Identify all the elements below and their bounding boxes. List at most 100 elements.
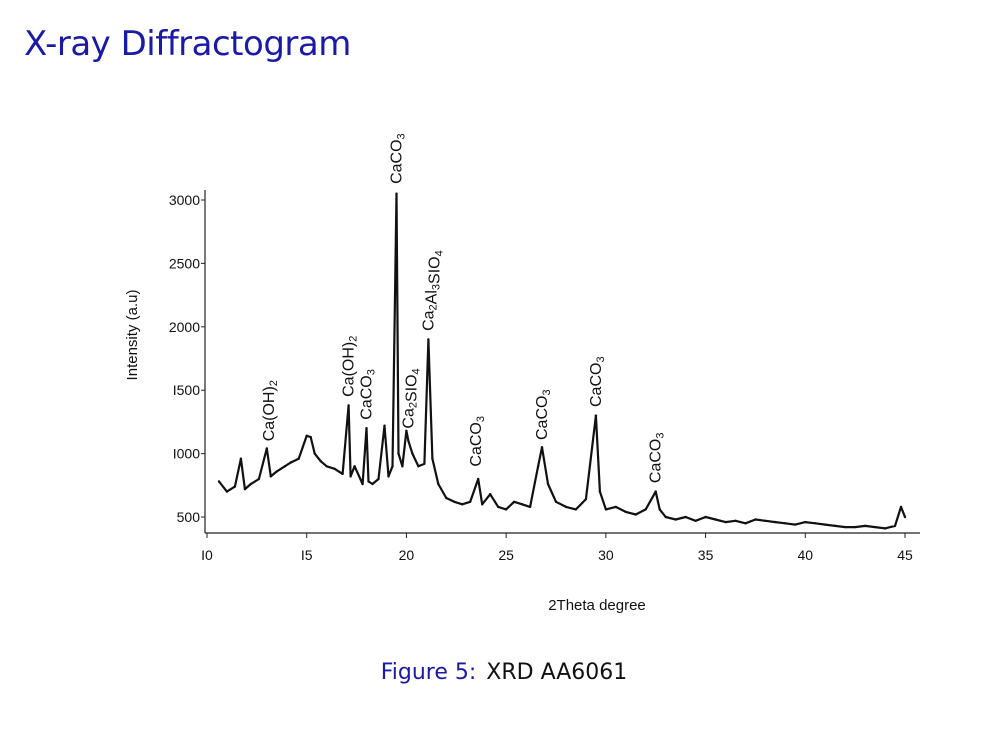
xrd-data-point — [319, 460, 322, 463]
xrd-data-point — [395, 192, 398, 195]
figure-caption: Figure 5: XRD AA6061 — [0, 660, 1008, 685]
xrd-data-point — [744, 522, 747, 525]
xrd-data-point — [353, 465, 356, 468]
y-tick-label: I500 — [173, 382, 200, 398]
xrd-data-point — [313, 452, 316, 455]
peak-label: CaCO3 — [359, 369, 378, 420]
xrd-data-point — [361, 482, 364, 486]
slide-title: X-ray Diffractogram — [24, 24, 351, 64]
xrd-data-point — [289, 461, 292, 464]
xrd-data-point — [704, 515, 707, 519]
xrd-data-point — [417, 465, 420, 468]
xrd-data-point — [431, 457, 434, 460]
xrd-data-point — [489, 493, 492, 496]
xrd-data-point — [453, 500, 456, 503]
xrd-data-point — [481, 503, 484, 506]
xrd-data-point — [349, 475, 352, 478]
x-tick-label: I0 — [201, 547, 213, 563]
xrd-data-point — [664, 515, 667, 519]
x-tick-label: 45 — [897, 547, 913, 563]
xrd-data-point — [411, 452, 414, 455]
xrd-data-point — [634, 513, 637, 516]
xrd-data-point — [477, 477, 480, 481]
y-tick-label: 2500 — [169, 255, 200, 271]
xrd-data-point — [275, 470, 278, 473]
peak-label: CaCO3 — [389, 133, 408, 184]
xrd-data-point — [834, 524, 837, 528]
xrd-data-point — [594, 414, 598, 417]
xrd-data-point — [883, 527, 887, 530]
y-axis-label: Intensity (a.u) — [124, 290, 141, 381]
figure-caption-text: XRD AA6061 — [486, 660, 628, 685]
xrd-data-point — [644, 508, 647, 511]
xrd-data-point — [694, 519, 697, 522]
xrd-data-point — [614, 505, 617, 509]
xrd-data-point — [377, 477, 380, 481]
xrd-data-point — [824, 523, 827, 526]
xrd-data-point — [546, 482, 550, 486]
xrd-data-point — [269, 475, 272, 478]
xrd-data-point — [814, 522, 817, 525]
xrd-data-point — [536, 465, 540, 468]
y-tick-label: 500 — [177, 509, 201, 525]
xrd-data-point — [401, 465, 404, 468]
xrd-data-point — [794, 523, 797, 526]
y-tick-label: I000 — [173, 446, 200, 462]
xrd-series-line — [218, 192, 907, 530]
xrd-data-point — [853, 525, 857, 529]
xrd-data-point — [249, 482, 253, 486]
xrd-data-point — [734, 519, 737, 522]
xrd-data-point — [528, 505, 532, 509]
x-tick-label: 40 — [797, 547, 813, 563]
xrd-data-point — [654, 490, 657, 493]
figure-caption-label: Figure 5: — [380, 660, 477, 685]
xrd-data-point — [754, 518, 757, 521]
xrd-data-point — [305, 434, 308, 437]
xrd-data-point — [564, 505, 568, 509]
xrd-data-point — [804, 520, 807, 524]
xrd-data-point — [624, 510, 627, 514]
xrd-data-point — [233, 485, 237, 488]
xrd-data-point — [257, 477, 261, 481]
chart-ticks: I0 I5 20 25 30 35 40 45 500 I000 I500 2000 2500 3000 — [169, 192, 913, 563]
xrd-data-point — [784, 522, 787, 525]
x-axis-label: 2Theta degree — [548, 597, 646, 614]
xrd-data-point — [217, 480, 221, 483]
xrd-data-point — [397, 452, 400, 455]
xrd-data-point — [774, 520, 777, 524]
xrd-data-point — [714, 518, 717, 521]
chart-series — [217, 192, 907, 530]
x-tick-label: 20 — [399, 547, 415, 563]
xrd-data-point — [283, 465, 286, 468]
xrd-data-point — [297, 457, 300, 460]
xrd-data-point — [225, 490, 229, 493]
peak-label: Ca2Al3SIO4 — [420, 250, 445, 331]
xrd-data-point — [540, 446, 544, 449]
xrd-data-point — [461, 503, 464, 506]
xrd-data-point — [504, 508, 508, 511]
x-tick-label: 35 — [698, 547, 714, 563]
xrd-data-point — [333, 467, 336, 470]
xrd-data-point — [903, 515, 907, 519]
xrd-data-point — [265, 447, 268, 450]
xrd-data-point — [325, 465, 328, 468]
xrd-data-point — [899, 505, 903, 509]
peak-annotations: Ca(OH)2 Ca(OH)2CaCO3CaCO3Ca2SIO4Ca2Al3SIO… — [261, 133, 667, 483]
xrd-data-point — [405, 429, 408, 432]
peak-label: Ca(OH)2 — [341, 336, 360, 397]
x-tick-label: 25 — [498, 547, 514, 563]
xrd-data-point — [863, 524, 867, 528]
xrd-data-point — [243, 487, 247, 491]
peak-label: Ca(OH)2 — [261, 380, 280, 441]
xrd-data-point — [423, 462, 426, 465]
xrd-data-point — [391, 465, 394, 468]
xrd-data-point — [445, 496, 448, 500]
xrd-data-point — [387, 475, 390, 478]
xrd-data-point — [437, 482, 440, 486]
y-tick-label: 2000 — [169, 319, 200, 335]
xrd-data-point — [574, 508, 578, 511]
x-tick-label: 30 — [598, 547, 614, 563]
peak-label: CaCO3 — [648, 433, 667, 484]
xrd-data-point — [873, 525, 877, 529]
xrd-data-point — [407, 439, 410, 443]
